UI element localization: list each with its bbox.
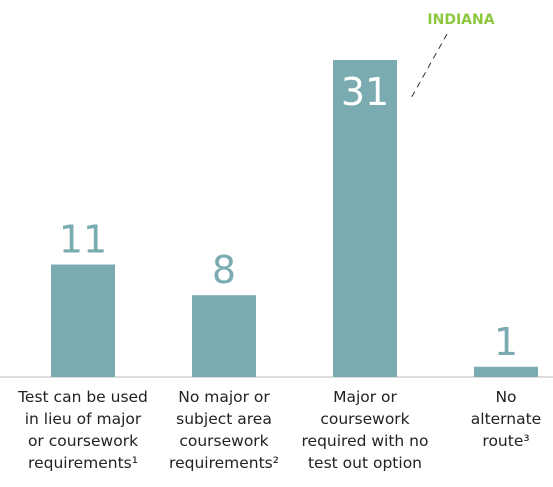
bar [333, 60, 397, 377]
annotation-leader [409, 33, 448, 101]
annotation: INDIANA [427, 12, 494, 28]
bar [474, 366, 538, 377]
bar [192, 295, 256, 377]
bar [51, 264, 115, 377]
value-label: 8 [212, 248, 236, 292]
value-label: 11 [59, 218, 107, 262]
category-label: No major or subject area coursework requ… [169, 388, 279, 472]
value-label: 31 [341, 70, 389, 114]
category-label: Test can be used in lieu of major or cou… [18, 388, 148, 472]
category-label: Major or coursework required with no tes… [301, 388, 429, 472]
category-label: No alternate route³ [470, 388, 542, 450]
value-label: 1 [494, 320, 518, 364]
